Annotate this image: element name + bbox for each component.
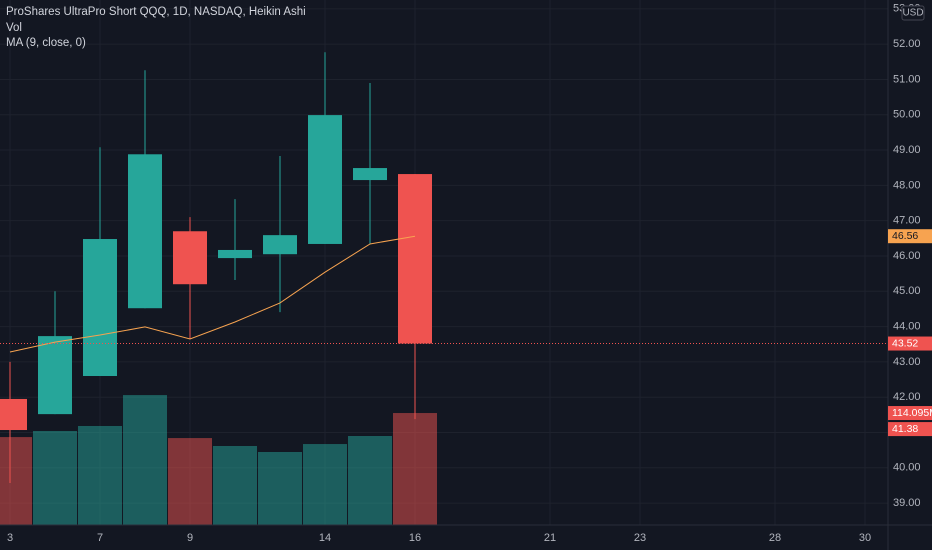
low-last-label: 41.38: [892, 423, 918, 435]
currency-badge[interactable]: [901, 5, 925, 21]
candle-body: [173, 231, 207, 285]
volume-last-badge: [888, 406, 932, 421]
volume-bar: [213, 446, 257, 525]
volume-bar: [168, 438, 212, 525]
low-last-badge: [888, 422, 932, 437]
close-last-badge: [888, 336, 932, 351]
volume-bar: [78, 425, 122, 525]
x-tick-label: 23: [634, 532, 646, 544]
candle-body: [218, 249, 252, 259]
candle-body: [398, 174, 432, 344]
axis-layer: 39.0040.0041.0042.0043.0044.0045.0046.00…: [7, 3, 932, 544]
x-tick-label: 28: [769, 532, 781, 544]
x-tick-label: 14: [319, 532, 331, 544]
ma-last-badge: [888, 229, 932, 244]
volume-layer: [0, 395, 437, 525]
x-tick-label: 30: [859, 532, 871, 544]
candle-body: [263, 235, 297, 255]
volume-legend: Vol: [6, 22, 22, 34]
x-tick-label: 9: [187, 532, 193, 544]
y-tick-label: 48.00: [893, 179, 921, 191]
y-tick-label: 39.00: [893, 497, 921, 509]
volume-bar: [303, 444, 347, 525]
candle-body: [38, 336, 72, 415]
ma-legend: MA (9, close, 0): [6, 37, 86, 49]
candle-body: [128, 154, 162, 309]
y-tick-label: 49.00: [893, 144, 921, 156]
candle-body: [83, 239, 117, 377]
volume-bar: [123, 395, 167, 525]
volume-bar: [393, 413, 437, 525]
x-tick-label: 7: [97, 532, 103, 544]
y-tick-label: 50.00: [893, 109, 921, 121]
volume-last-label: 114.095M: [892, 407, 932, 419]
y-tick-label: 45.00: [893, 285, 921, 297]
y-tick-label: 40.00: [893, 462, 921, 474]
x-tick-label: 16: [409, 532, 421, 544]
y-tick-label: 47.00: [893, 215, 921, 227]
x-tick-label: 21: [544, 532, 556, 544]
x-tick-label: 3: [7, 532, 13, 544]
y-tick-label: 43.00: [893, 356, 921, 368]
candle-body: [353, 168, 387, 181]
candle-body: [308, 115, 342, 244]
volume-bar: [33, 430, 77, 525]
y-tick-label: 44.00: [893, 320, 921, 332]
y-tick-label: 42.00: [893, 391, 921, 403]
ma-line: [9, 235, 416, 353]
y-tick-label: 52.00: [893, 38, 921, 50]
y-tick-label: 51.00: [893, 73, 921, 85]
ma-last-label: 46.56: [892, 230, 918, 242]
volume-bar: [258, 451, 302, 525]
overlay-layer: [0, 235, 888, 353]
volume-bar: [348, 435, 392, 525]
volume-bar: [0, 437, 32, 525]
close-last-label: 43.52: [892, 337, 918, 349]
currency-label: USD: [902, 8, 923, 19]
candle-layer: [0, 52, 432, 483]
candle-body: [0, 398, 27, 431]
chart-title: ProShares UltraPro Short QQQ, 1D, NASDAQ…: [6, 6, 306, 18]
y-tick-label: 46.00: [893, 250, 921, 262]
